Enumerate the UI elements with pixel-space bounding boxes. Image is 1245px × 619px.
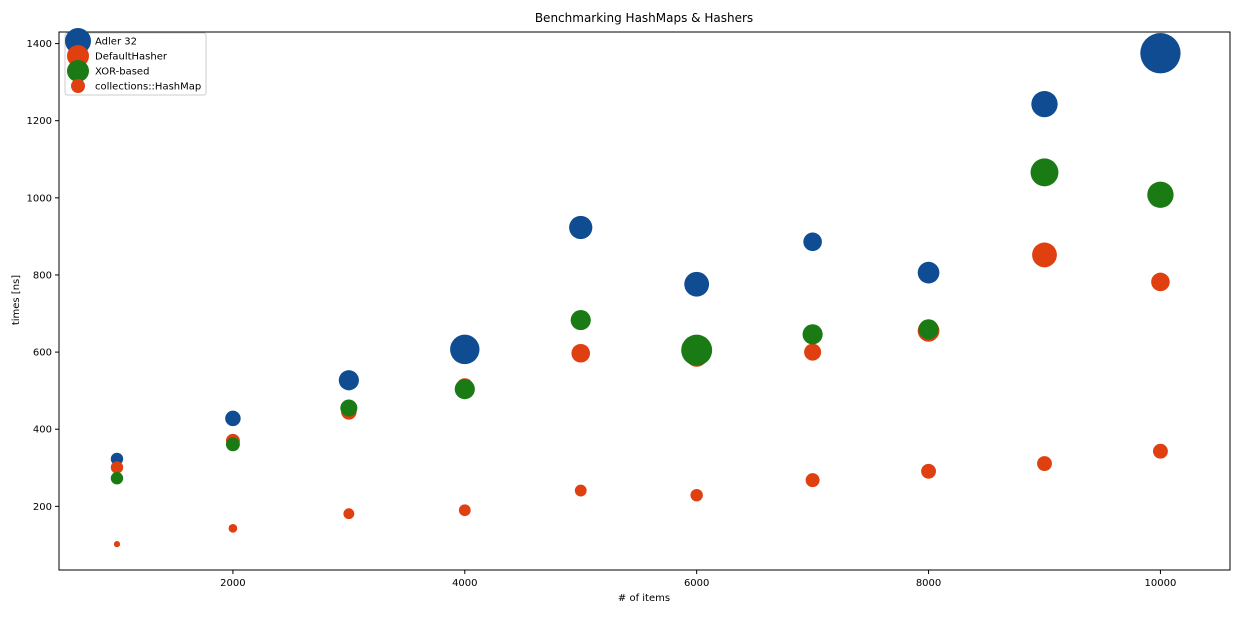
legend-label-default-hasher: DefaultHasher <box>95 52 168 63</box>
y-tick-label: 1000 <box>27 193 52 204</box>
data-point-default-hasher <box>110 461 124 474</box>
data-point-xor-based <box>1147 181 1174 208</box>
data-point-adler-32 <box>1140 33 1181 74</box>
y-axis-label: times [ns] <box>11 275 22 325</box>
data-point-adler-32 <box>225 410 241 427</box>
data-point-adler-32 <box>1031 90 1058 118</box>
legend-label-xor-based: XOR-based <box>95 67 149 78</box>
data-point-xor-based <box>802 324 823 345</box>
y-tick-label: 800 <box>33 270 52 281</box>
data-point-collections-hashmap <box>113 541 121 548</box>
data-point-xor-based <box>570 310 591 331</box>
data-point-adler-32 <box>803 232 822 252</box>
legend-label-adler-32: Adler 32 <box>95 37 137 48</box>
data-point-collections-hashmap <box>1152 443 1168 459</box>
legend-marker-collections-hashmap <box>71 79 85 93</box>
x-axis-label: # of items <box>618 593 670 604</box>
data-point-xor-based <box>225 437 240 452</box>
data-point-collections-hashmap <box>805 473 820 488</box>
data-point-adler-32 <box>450 334 480 365</box>
data-point-collections-hashmap <box>458 504 471 517</box>
data-point-adler-32 <box>684 271 710 297</box>
data-point-xor-based <box>1030 158 1059 187</box>
x-tick-label: 6000 <box>684 578 709 589</box>
y-tick-label: 200 <box>33 502 52 513</box>
data-point-default-hasher <box>804 343 822 361</box>
data-point-collections-hashmap <box>343 508 355 520</box>
legend-marker-xor-based <box>67 60 89 82</box>
data-point-collections-hashmap <box>228 524 238 533</box>
x-tick-label: 4000 <box>452 578 477 589</box>
plot-area: 2000 4000 6000 8000 10000 200 400 600 800 1000 120… <box>27 31 1231 589</box>
y-tick-label: 400 <box>33 425 52 436</box>
legend-label-collections-hashmap: collections::HashMap <box>95 82 201 93</box>
y-tick-label: 1200 <box>27 116 52 127</box>
data-point-adler-32 <box>338 370 359 391</box>
data-point-adler-32 <box>569 215 593 240</box>
data-point-default-hasher <box>1151 272 1170 292</box>
x-tick-label: 10000 <box>1145 578 1177 589</box>
data-point-collections-hashmap <box>690 488 703 502</box>
data-point-default-hasher <box>571 343 591 363</box>
legend: Adler 32 DefaultHasher XOR-based collection… <box>64 28 207 96</box>
x-tick-label: 8000 <box>916 578 941 589</box>
data-point-xor-based <box>110 472 124 485</box>
data-point-collections-hashmap <box>1037 456 1052 471</box>
data-point-xor-based <box>454 379 475 400</box>
y-tick-label: 1400 <box>27 39 52 50</box>
data-point-xor-based <box>681 334 713 366</box>
data-point-collections-hashmap <box>921 463 936 479</box>
chart-title: Benchmarking HashMaps & Hashers <box>535 11 753 25</box>
x-tick-label: 2000 <box>220 578 245 589</box>
data-point-collections-hashmap <box>574 484 587 497</box>
data-point-xor-based <box>340 399 358 417</box>
legend-box <box>64 32 207 96</box>
data-point-default-hasher <box>1032 242 1057 268</box>
data-point-adler-32 <box>917 261 940 284</box>
data-point-adler-32 <box>110 452 124 466</box>
data-point-xor-based <box>918 319 939 340</box>
plot-frame <box>58 31 1231 571</box>
y-tick-label: 600 <box>33 348 52 359</box>
